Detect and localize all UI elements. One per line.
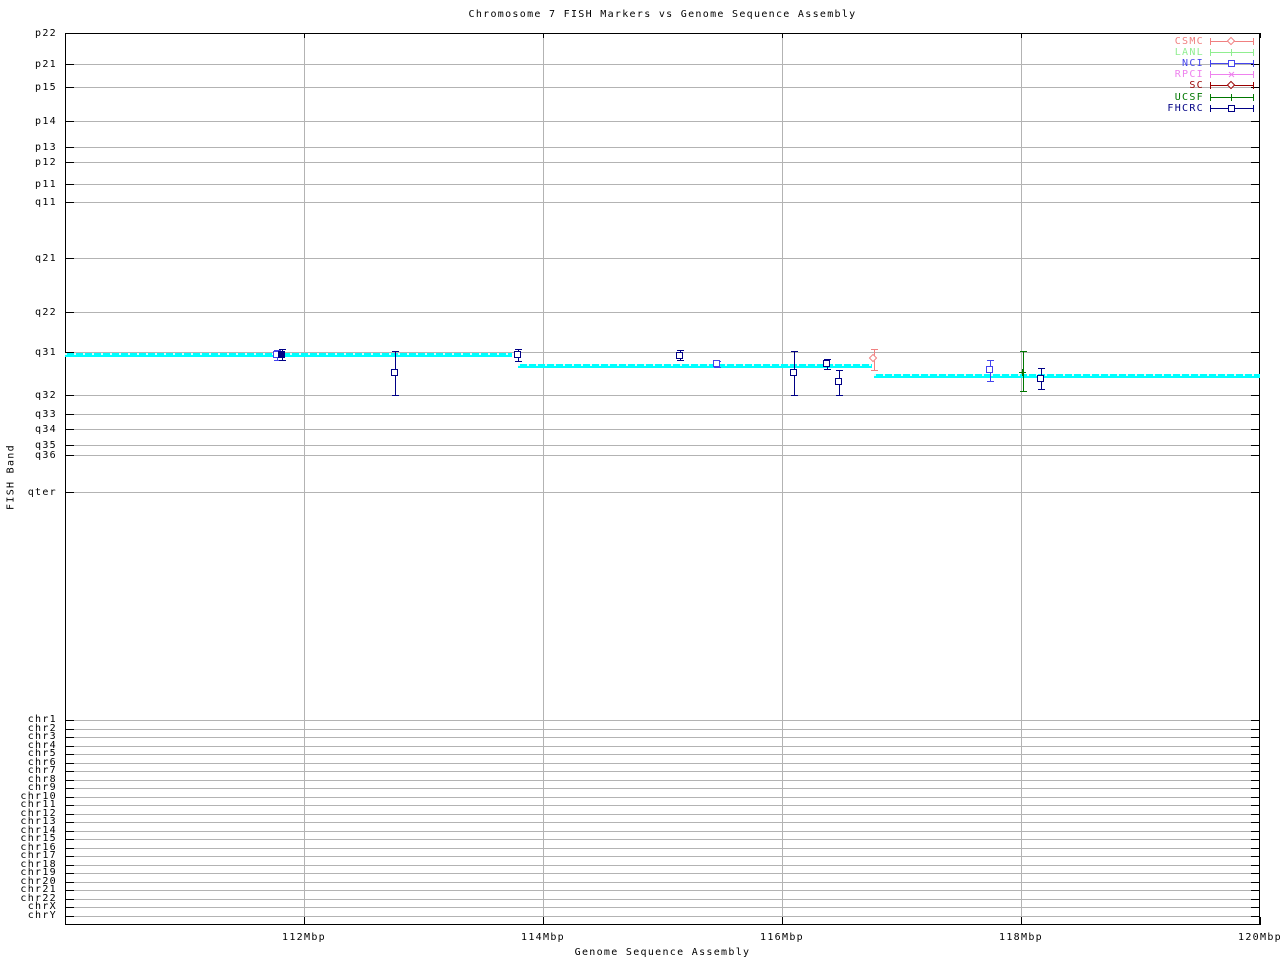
band-tick-label: p13 xyxy=(35,142,57,153)
y-axis-title: FISH Band xyxy=(5,444,17,510)
band-tick-label: p14 xyxy=(35,116,57,127)
band-tick-label: q34 xyxy=(35,424,57,435)
chromosome-tick-label: chrX xyxy=(27,901,57,912)
band-tick-label: q21 xyxy=(35,253,57,264)
chromosome-tick-label: chr17 xyxy=(20,850,57,861)
chromosome-tick-label: chr18 xyxy=(20,859,57,870)
x-tick-label: 118Mbp xyxy=(999,932,1043,943)
chromosome-tick-label: chr4 xyxy=(27,740,57,751)
band-tick-label: p22 xyxy=(35,28,57,39)
chromosome-tick-label: chr3 xyxy=(27,731,57,742)
chromosome-tick-label: chr2 xyxy=(27,723,57,734)
x-tick-top xyxy=(1260,33,1261,38)
x-tick-bottom xyxy=(1260,917,1261,925)
band-tick-label: q11 xyxy=(35,197,57,208)
chromosome-tick-label: chr20 xyxy=(20,876,57,887)
band-tick-label: q22 xyxy=(35,307,57,318)
band-tick-label: p12 xyxy=(35,157,57,168)
band-tick-label: p21 xyxy=(35,59,57,70)
chromosome-tick-label: chr6 xyxy=(27,757,57,768)
chromosome-tick-label: chr21 xyxy=(20,884,57,895)
x-tick-label: 112Mbp xyxy=(282,932,326,943)
chromosome-tick-label: chr5 xyxy=(27,748,57,759)
band-tick-label: q33 xyxy=(35,409,57,420)
chromosome-tick-label: chr14 xyxy=(20,825,57,836)
chromosome-tick-label: chr22 xyxy=(20,893,57,904)
band-tick-label: p15 xyxy=(35,82,57,93)
chromosome-tick-label: chrY xyxy=(27,910,57,921)
band-tick-label: p11 xyxy=(35,179,57,190)
chromosome-tick-label: chr7 xyxy=(27,765,57,776)
chart-title: Chromosome 7 FISH Markers vs Genome Sequ… xyxy=(468,9,857,20)
plot-area xyxy=(65,33,1260,925)
band-tick-label: q32 xyxy=(35,390,57,401)
chromosome-tick-label: chr13 xyxy=(20,816,57,827)
chromosome-tick-label: chr15 xyxy=(20,833,57,844)
x-axis-title: Genome Sequence Assembly xyxy=(574,947,751,958)
chromosome-tick-label: chr9 xyxy=(27,782,57,793)
chromosome-tick-label: chr1 xyxy=(27,714,57,725)
chromosome-tick-label: chr8 xyxy=(27,774,57,785)
x-tick-label: 114Mbp xyxy=(521,932,565,943)
chromosome-tick-label: chr19 xyxy=(20,867,57,878)
chromosome-tick-label: chr16 xyxy=(20,842,57,853)
x-tick-label: 120Mbp xyxy=(1238,932,1280,943)
chromosome-tick-label: chr10 xyxy=(20,791,57,802)
chromosome-tick-label: chr11 xyxy=(20,799,57,810)
band-tick-label: q31 xyxy=(35,347,57,358)
chromosome-tick-label: chr12 xyxy=(20,808,57,819)
x-tick-label: 116Mbp xyxy=(760,932,804,943)
